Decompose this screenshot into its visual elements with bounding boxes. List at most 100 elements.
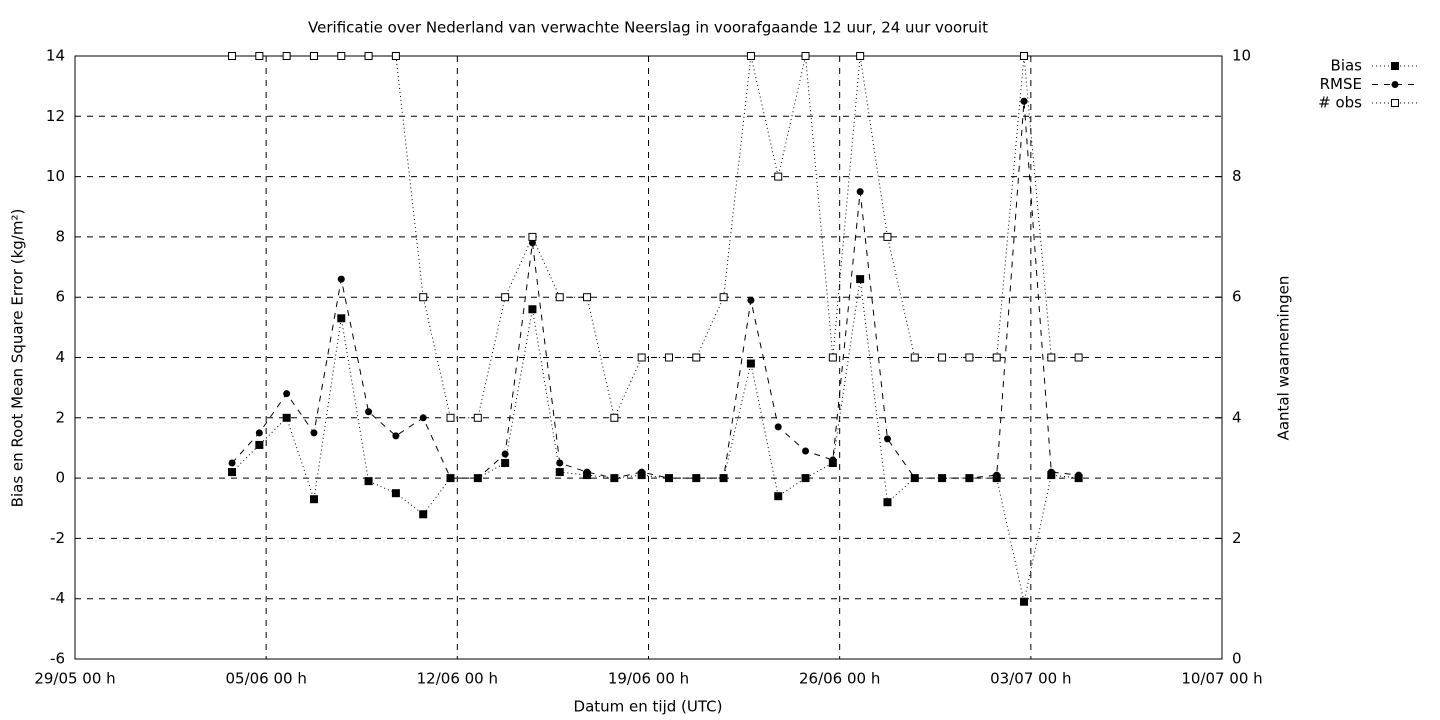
data-point [746, 359, 755, 368]
data-point [692, 353, 701, 362]
legend-label: Bias [1331, 57, 1363, 75]
data-point [501, 459, 510, 468]
data-point [746, 52, 755, 60]
y-tick-label: 4 [55, 348, 65, 366]
data-point [364, 477, 373, 486]
data-point [391, 52, 400, 60]
data-point [255, 429, 263, 437]
data-point [419, 293, 428, 302]
data-point [1047, 468, 1055, 476]
y-tick-label: 8 [55, 227, 65, 245]
data-point [310, 429, 318, 437]
legend-label: # obs [1318, 94, 1362, 112]
data-point [283, 390, 291, 398]
data-point [528, 305, 537, 314]
data-point [992, 353, 1001, 362]
data-point [883, 232, 892, 241]
series-line [232, 55, 1079, 420]
data-point [337, 314, 346, 323]
data-point [391, 489, 400, 498]
legend-marker [1391, 99, 1399, 107]
data-point [583, 293, 592, 302]
y-tick-label: 10 [46, 167, 65, 185]
data-point [610, 413, 619, 422]
y-tick-label: -2 [50, 529, 65, 547]
data-point [774, 492, 783, 501]
data-point [802, 447, 810, 455]
data-point [665, 474, 673, 482]
data-point [337, 52, 346, 60]
data-point [1074, 353, 1083, 362]
data-point [473, 413, 482, 422]
y-tick-label: 0 [55, 469, 65, 487]
data-point [856, 52, 865, 60]
data-point [883, 435, 891, 443]
data-point [528, 232, 537, 241]
data-point [965, 353, 974, 362]
chart-title: Verificatie over Nederland van verwachte… [308, 19, 988, 37]
data-point [801, 52, 810, 60]
data-point [910, 353, 919, 362]
x-axis-label: Datum en tijd (UTC) [574, 698, 723, 716]
y2-tick-label: 8 [1232, 167, 1242, 185]
data-point [692, 474, 700, 482]
data-point [419, 510, 428, 519]
data-point [774, 172, 783, 181]
data-point [447, 474, 455, 482]
legend-marker [1391, 62, 1399, 70]
data-point [555, 293, 564, 302]
data-point [856, 275, 865, 284]
y-tick-label: -6 [50, 650, 65, 668]
data-point [282, 52, 291, 60]
data-point [938, 353, 947, 362]
data-point [474, 474, 482, 482]
data-point [828, 353, 837, 362]
x-tick-label: 03/07 00 h [990, 670, 1071, 688]
data-point [228, 468, 237, 477]
data-point [556, 459, 564, 467]
data-point [365, 408, 373, 416]
data-point [1075, 471, 1083, 479]
x-tick-label: 29/05 00 h [34, 670, 115, 688]
data-point [638, 468, 646, 476]
series-line [231, 279, 1079, 602]
data-point [228, 459, 236, 467]
data-point [637, 353, 646, 362]
y2-tick-label: 2 [1232, 529, 1242, 547]
y-axis-label: Bias en Root Mean Square Error (kg/m²) [9, 209, 27, 508]
y-tick-label: 2 [55, 408, 65, 426]
y-tick-label: 6 [55, 288, 65, 306]
data-point [255, 52, 264, 60]
series-line [231, 101, 1079, 479]
data-point [829, 456, 837, 464]
data-point [664, 353, 673, 362]
data-point [965, 474, 973, 482]
data-point [774, 423, 782, 431]
data-point [610, 474, 618, 482]
data-point [392, 432, 400, 440]
data-point [1020, 97, 1028, 105]
data-point [1020, 597, 1029, 606]
data-point [720, 474, 728, 482]
data-point [555, 468, 564, 477]
data-point [501, 450, 509, 458]
data-point [364, 52, 373, 60]
data-point [446, 413, 455, 422]
y-tick-label: 12 [46, 107, 65, 125]
data-point [993, 471, 1001, 479]
y-tick-label: 14 [46, 47, 65, 65]
x-tick-label: 19/06 00 h [608, 670, 689, 688]
data-point [337, 275, 345, 283]
data-point [938, 474, 946, 482]
y2-tick-label: 4 [1232, 408, 1242, 426]
data-point [419, 414, 427, 422]
data-point [1020, 52, 1029, 60]
x-tick-label: 26/06 00 h [799, 670, 880, 688]
data-point [1047, 353, 1056, 362]
data-point [228, 52, 237, 60]
data-point [801, 474, 810, 483]
x-tick-label: 10/07 00 h [1181, 670, 1262, 688]
y2-tick-label: 10 [1232, 47, 1251, 65]
data-point [911, 474, 919, 482]
y2-tick-label: 6 [1232, 288, 1242, 306]
